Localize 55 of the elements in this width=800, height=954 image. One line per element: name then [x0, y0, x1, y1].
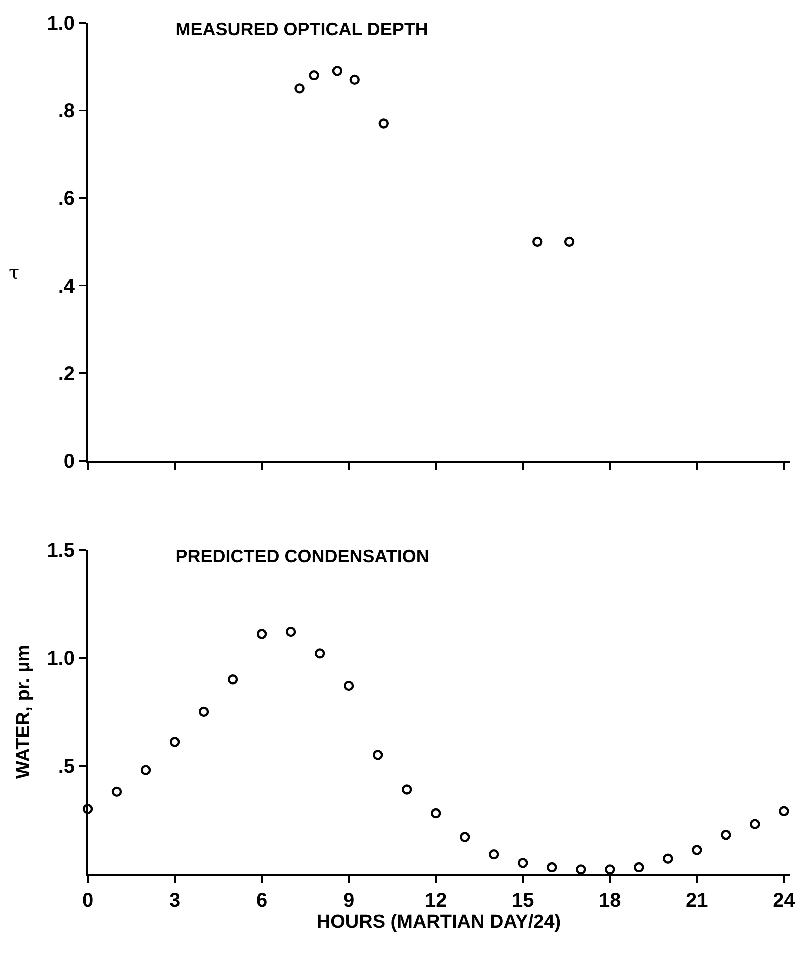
x-axis-title: HOURS (MARTIAN DAY/24) — [316, 912, 562, 933]
point — [564, 236, 575, 248]
y-tick-label: .2 — [58, 363, 75, 386]
point — [518, 858, 528, 868]
y-tick-label: .6 — [58, 188, 75, 210]
point — [228, 674, 238, 685]
point — [402, 784, 412, 795]
point — [431, 808, 442, 819]
x-tick-label: 12 — [424, 890, 448, 912]
point — [112, 786, 122, 798]
y-tick-label: .5 — [58, 756, 75, 778]
point — [576, 864, 586, 875]
y-tick-label: .4 — [58, 276, 76, 298]
x-tick-label: 18 — [599, 890, 622, 912]
x-tick-label: 9 — [344, 890, 355, 912]
point — [198, 706, 210, 718]
y-tick-label: 1.5 — [47, 540, 75, 562]
point — [692, 845, 702, 856]
x-tick-label: 3 — [169, 890, 181, 912]
x-tick-label: 0 — [82, 890, 94, 912]
point — [634, 862, 644, 873]
point — [294, 84, 305, 94]
point — [256, 629, 268, 640]
x-tick-label: 15 — [512, 890, 534, 912]
point — [605, 864, 616, 875]
y-tick-label: 1.0 — [47, 13, 75, 35]
point — [82, 804, 94, 814]
point — [547, 862, 558, 873]
y-axis-title: WATER, pr. µm — [14, 644, 35, 780]
point — [350, 74, 360, 86]
chart-title: PREDICTED CONDENSATION — [176, 546, 430, 567]
point — [532, 236, 543, 248]
point — [170, 737, 180, 748]
point — [140, 765, 152, 776]
y-tick-label: 1.0 — [47, 648, 75, 670]
x-tick-label: 6 — [256, 890, 268, 912]
point — [779, 806, 790, 816]
point — [372, 750, 384, 760]
y-tick-label: 0 — [64, 451, 75, 473]
x-tick-label: 24 — [773, 890, 796, 912]
point — [460, 832, 470, 842]
point — [314, 648, 326, 659]
point — [489, 849, 500, 860]
y-tick-label: .8 — [58, 100, 75, 123]
point — [286, 626, 296, 638]
y-axis-title: τ — [9, 262, 20, 284]
point — [344, 680, 354, 692]
chart-title: MEASURED OPTICAL DEPTH — [176, 20, 428, 40]
point — [378, 118, 389, 129]
point — [721, 830, 732, 840]
point — [663, 854, 674, 864]
x-tick-label: 21 — [686, 890, 708, 912]
point — [332, 66, 343, 76]
point — [750, 819, 760, 830]
point — [309, 70, 320, 81]
